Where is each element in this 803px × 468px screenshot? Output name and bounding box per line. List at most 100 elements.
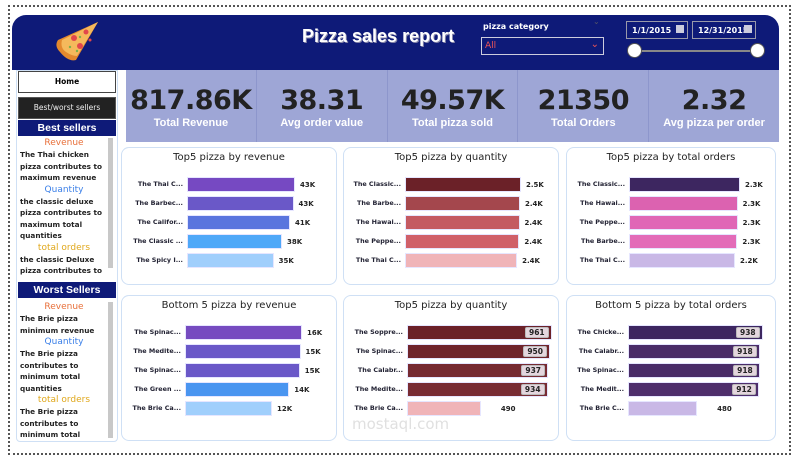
chart-title: Top5 pizza by quantity	[394, 152, 508, 163]
header-bar	[12, 15, 779, 70]
bar-row[interactable]: The Brie C... 480	[580, 401, 763, 416]
bar[interactable]	[185, 363, 300, 378]
bar-row[interactable]: The Calabr... 918	[579, 344, 763, 359]
bar-row[interactable]: The Classic... 2.3K	[577, 177, 763, 192]
kpi-avg-order-value: 38.31 Avg order value	[257, 70, 388, 142]
bar-row[interactable]: The Peppe... 2.4K	[356, 234, 542, 249]
bar-row[interactable]: The Green ... 14K	[134, 382, 309, 397]
calendar-icon[interactable]	[676, 25, 684, 33]
revenue-heading: Revenue	[44, 138, 84, 148]
start-date-value: 1/1/2015	[632, 26, 672, 35]
nav-home-button[interactable]: Home	[18, 71, 116, 93]
category-label: The Brie Ca...	[354, 404, 403, 412]
bar-row[interactable]: The Medit... 912	[581, 382, 763, 397]
category-label: The Spicy I...	[136, 256, 183, 264]
bar[interactable]	[185, 382, 290, 397]
bar[interactable]	[407, 382, 548, 397]
bar[interactable]	[185, 344, 301, 359]
bar-row[interactable]: The Barbe... 2.3K	[581, 234, 760, 249]
bar-row[interactable]: The Spinac... 16K	[134, 325, 322, 340]
data-label: 2.3K	[742, 238, 761, 246]
bar-row[interactable]: The Brie Ca... 490	[354, 401, 552, 416]
bar[interactable]	[629, 253, 736, 268]
bar[interactable]	[407, 401, 481, 416]
data-label: 43K	[300, 181, 316, 189]
bar[interactable]	[187, 177, 295, 192]
bar[interactable]	[185, 401, 272, 416]
bar[interactable]	[628, 401, 698, 416]
bar[interactable]	[629, 215, 738, 230]
category-label: The Spinac...	[577, 366, 624, 374]
bar-row[interactable]: The Chicke... 938	[578, 325, 763, 340]
bar[interactable]	[185, 325, 302, 340]
revenue-text: The Brie pizza minimum revenue	[20, 314, 95, 335]
bar-row[interactable]: The Thai C... 2.4K	[356, 253, 540, 268]
bar-row[interactable]: The Spicy I... 35K	[136, 253, 295, 268]
bar-row[interactable]: The Spinac... 950	[356, 344, 552, 359]
bar[interactable]	[628, 344, 761, 359]
bar[interactable]	[405, 177, 521, 192]
bar[interactable]	[628, 325, 763, 340]
bar-row[interactable]: The Thai C... 43K	[138, 177, 315, 192]
kpi-value: 817.86K	[130, 85, 252, 116]
best-sellers-text: Revenue The Thai chicken pizza contribute…	[20, 137, 108, 275]
bar-row[interactable]: The Hawai... 2.3K	[580, 196, 760, 211]
bar[interactable]	[407, 344, 551, 359]
chevron-down-icon[interactable]: ⌄	[593, 17, 600, 26]
data-label: 912	[732, 384, 756, 395]
orders-heading: total orders	[37, 242, 91, 253]
bar-row[interactable]: The Peppe... 2.3K	[580, 215, 760, 230]
end-date-input[interactable]: 12/31/2015	[692, 21, 756, 39]
bar-row[interactable]: The Califor... 41K	[137, 215, 310, 230]
bar-row[interactable]: The Barbe... 2.4K	[357, 196, 543, 211]
bar[interactable]	[629, 234, 738, 249]
bar-row[interactable]: The Classic ... 38K	[133, 234, 302, 249]
date-range-slider[interactable]	[633, 50, 758, 52]
bar[interactable]	[405, 215, 520, 230]
category-label: The Peppe...	[355, 237, 401, 245]
scrollbar[interactable]	[108, 302, 113, 438]
bar[interactable]	[629, 177, 740, 192]
bar-row[interactable]: The Soppre... 961	[355, 325, 552, 340]
bar[interactable]	[187, 196, 294, 211]
data-label: 38K	[287, 238, 303, 246]
bar-row[interactable]: The Medite... 934	[355, 382, 552, 397]
slider-start-handle[interactable]	[627, 43, 642, 58]
data-label: 2.3K	[742, 219, 761, 227]
bar[interactable]	[628, 382, 760, 397]
watermark: mostaql.com	[352, 415, 450, 433]
bar-row[interactable]: The Classic... 2.5K	[353, 177, 544, 192]
category-label: The Calabr...	[357, 366, 403, 374]
bar[interactable]	[407, 363, 549, 378]
bar[interactable]	[405, 196, 520, 211]
nav-best-worst-button[interactable]: Best/worst sellers	[18, 97, 116, 119]
bar[interactable]	[407, 325, 552, 340]
bar-row[interactable]: The Calabr... 937	[358, 363, 552, 378]
category-dropdown[interactable]: All ⌄	[481, 37, 604, 55]
bar[interactable]	[187, 253, 274, 268]
bar-row[interactable]: The Thai C... 2.2K	[580, 253, 758, 268]
bar[interactable]	[405, 253, 518, 268]
bar[interactable]	[405, 234, 520, 249]
start-date-input[interactable]: 1/1/2015	[626, 21, 688, 39]
bar[interactable]	[187, 215, 291, 230]
bar-row[interactable]: The Hawai... 2.4K	[356, 215, 542, 230]
bar-row[interactable]: The Medite... 15K	[133, 344, 321, 359]
worst-sellers-heading: Worst Sellers	[18, 282, 116, 298]
bar-row[interactable]: The Spinac... 15K	[134, 363, 320, 378]
bar[interactable]	[629, 196, 738, 211]
calendar-icon[interactable]	[744, 25, 752, 33]
bar[interactable]	[187, 234, 283, 249]
bar-row[interactable]: The Barbec... 43K	[135, 196, 314, 211]
category-label: The Thai C...	[579, 256, 625, 264]
category-label: The Medit...	[580, 385, 624, 393]
data-label: 43K	[298, 200, 314, 208]
orders-text: The Brie pizza contributes to minimum to…	[20, 407, 81, 439]
bar-row[interactable]: The Spinac... 918	[577, 363, 763, 378]
category-label: The Medite...	[133, 347, 181, 355]
scrollbar[interactable]	[108, 138, 113, 268]
bar[interactable]	[628, 363, 761, 378]
category-label: The Peppe...	[579, 218, 625, 226]
slider-end-handle[interactable]	[750, 43, 765, 58]
bar-row[interactable]: The Brie Ca... 12K	[132, 401, 302, 416]
